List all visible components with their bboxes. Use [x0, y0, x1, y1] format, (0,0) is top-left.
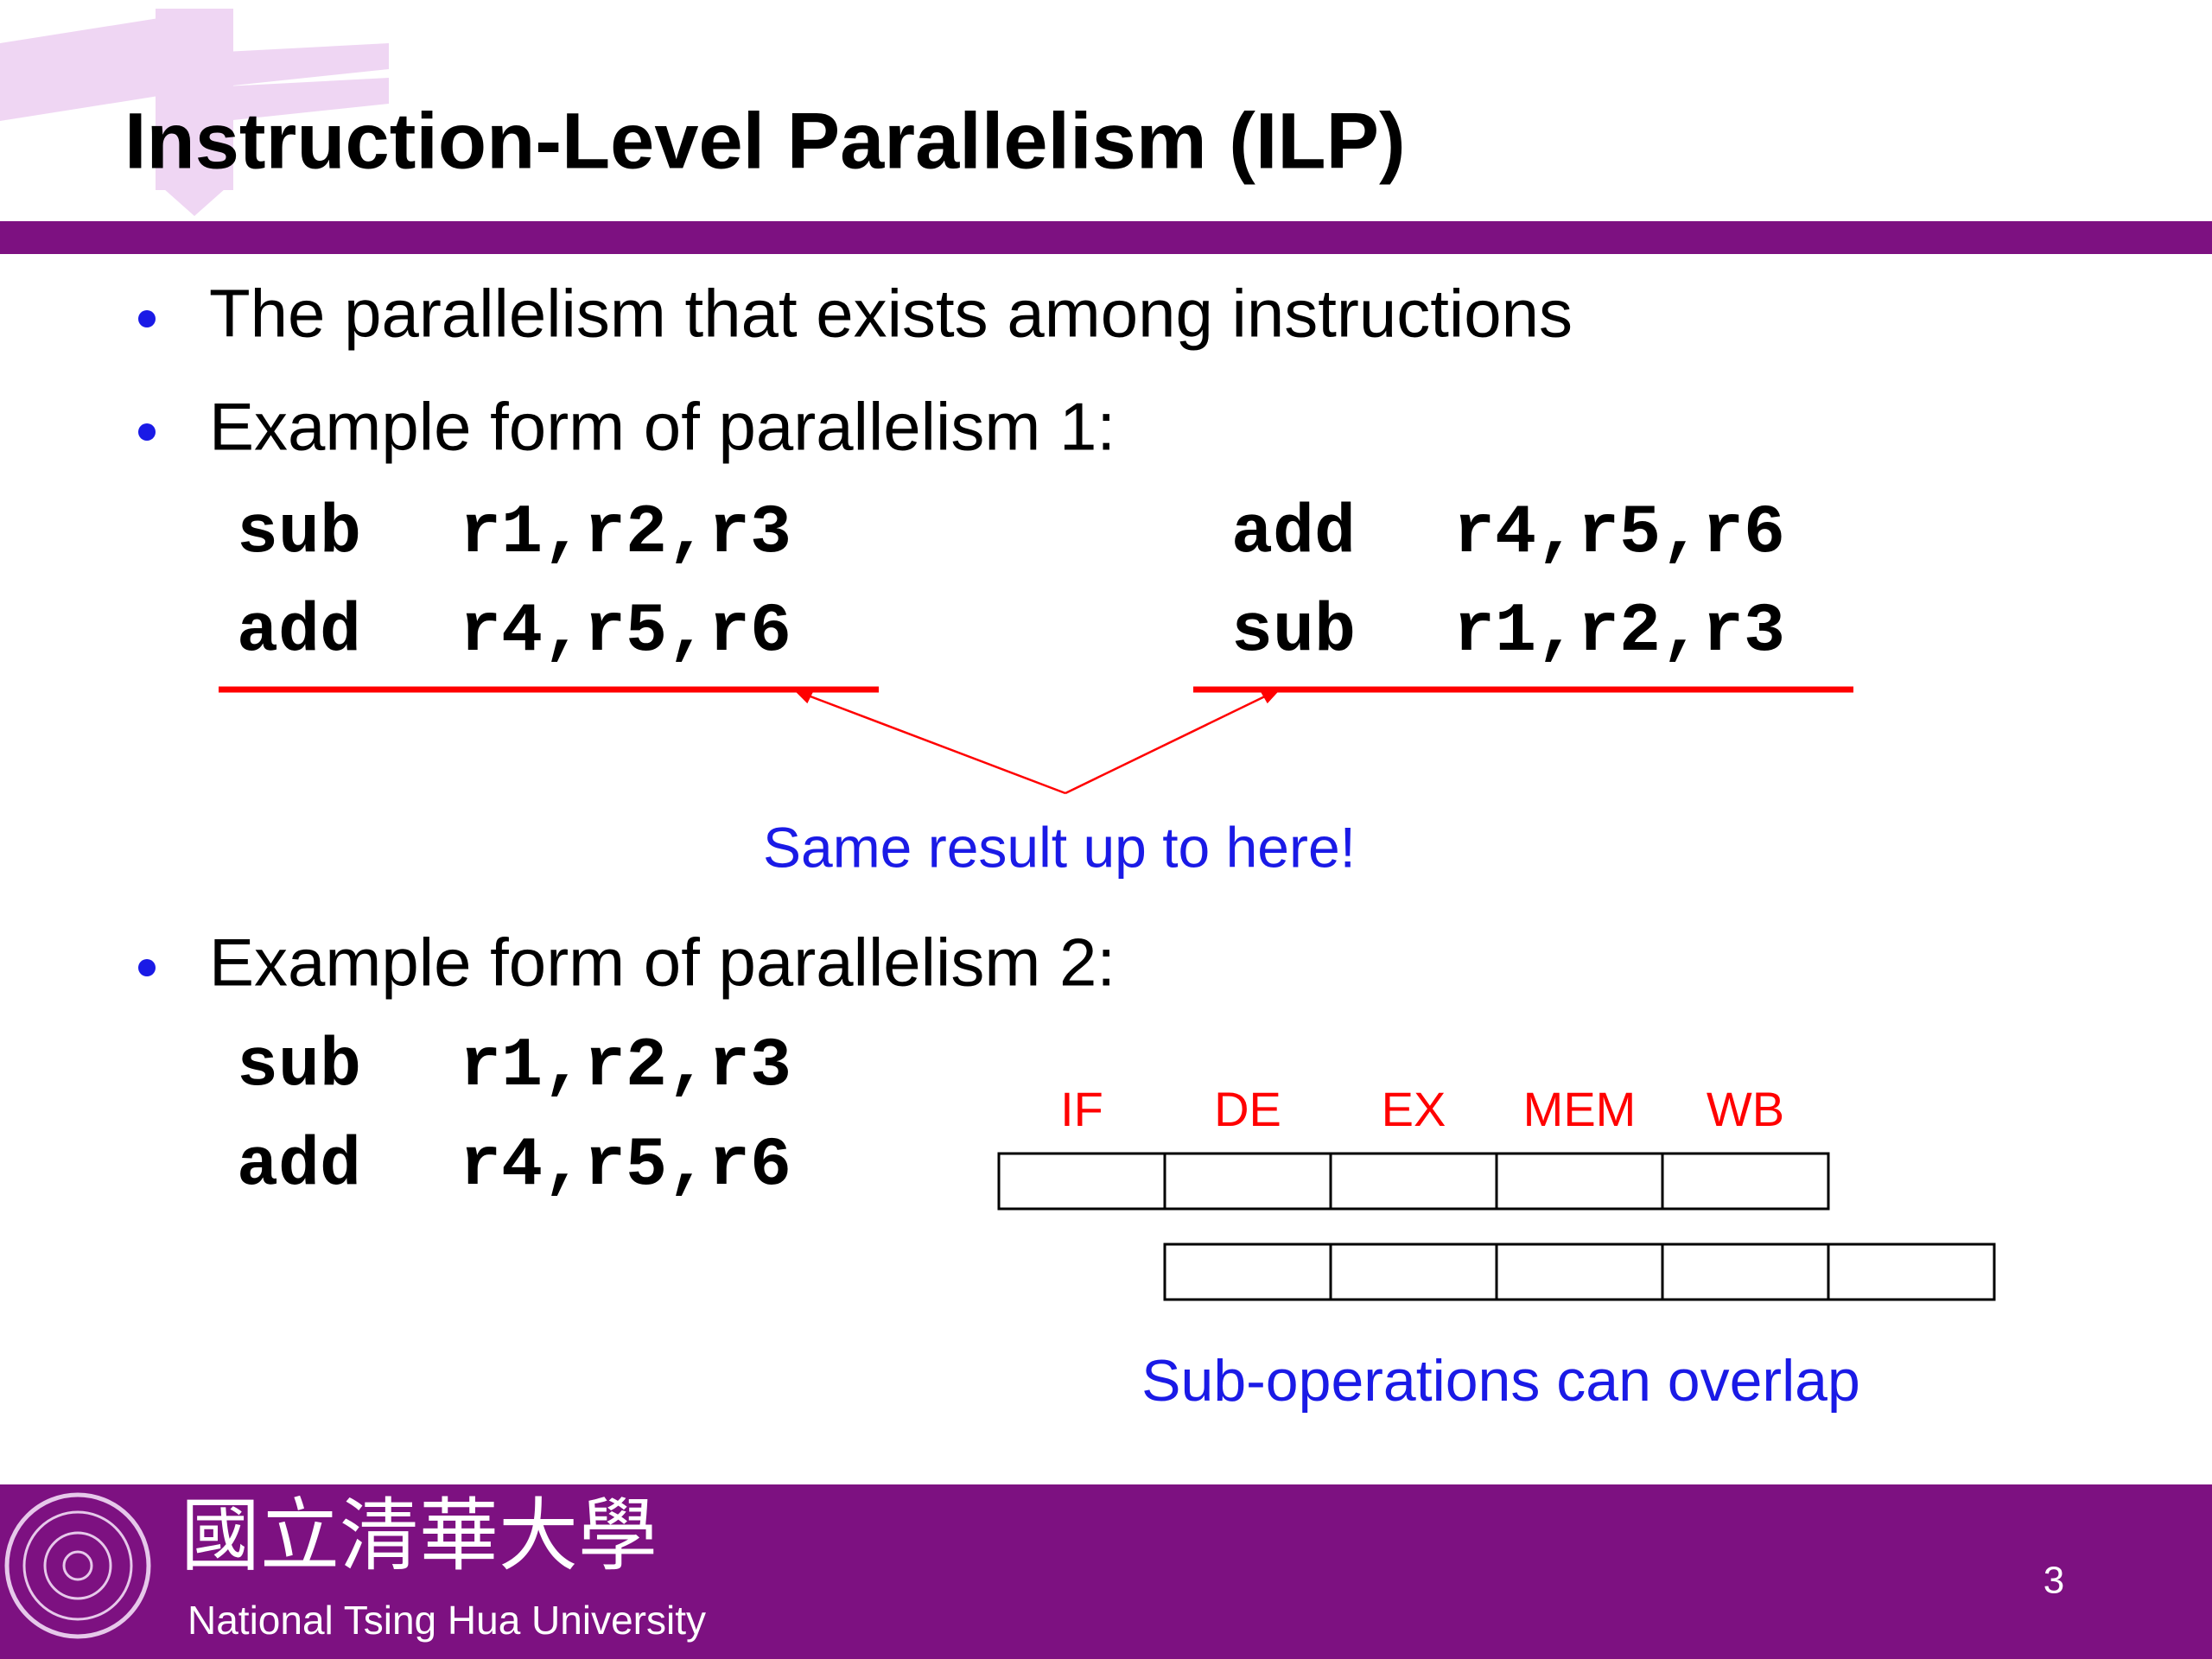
university-seal: [4, 1492, 151, 1639]
stage-box: [1661, 1152, 1830, 1211]
bullet-dot: [138, 959, 156, 976]
stage-label: WB: [1707, 1082, 1784, 1136]
title-bar: [0, 221, 2212, 254]
annotation: Sub-operations can overlap: [1141, 1348, 1860, 1414]
operands: r4,r5,r6: [460, 593, 791, 671]
operands: r1,r2,r3: [1453, 593, 1785, 671]
stage-label: DE: [1214, 1082, 1281, 1136]
opcode: sub: [1231, 593, 1356, 671]
footer-bar: [0, 1484, 2212, 1659]
opcode: sub: [237, 1027, 361, 1106]
page-number: 3: [2044, 1560, 2064, 1602]
stage-box: [1495, 1152, 1664, 1211]
opcode: add: [237, 593, 361, 671]
stage-box: [1329, 1243, 1498, 1301]
pipeline: IF DE EX MEM WB: [997, 1082, 1996, 1301]
stage-label: IF: [1060, 1082, 1103, 1136]
stage-label: MEM: [1523, 1082, 1637, 1136]
watermark: [0, 9, 389, 216]
operands: r4,r5,r6: [460, 1127, 791, 1205]
stage-box: [1329, 1152, 1498, 1211]
bullet-dot: [138, 423, 156, 441]
slide-title: Instruction-Level Parallelism (ILP): [124, 97, 1406, 185]
bullet-text: The parallelism that exists among instru…: [209, 276, 1573, 352]
operands: r4,r5,r6: [1453, 494, 1785, 573]
stage-label: EX: [1382, 1082, 1446, 1136]
annotation: Same result up to here!: [763, 815, 1356, 879]
opcode: add: [1231, 494, 1356, 573]
bullet-text: Example form of parallelism 2:: [209, 925, 1116, 1001]
stage-box: [1163, 1243, 1332, 1301]
arrows: [793, 690, 1280, 795]
university-name: National Tsing Hua University: [188, 1598, 706, 1643]
operands: r1,r2,r3: [460, 494, 791, 573]
stage-box: [1827, 1243, 1996, 1301]
stage-box: [1163, 1152, 1332, 1211]
stage-box: [997, 1152, 1166, 1211]
university-chinese: 國立清華大學: [181, 1490, 658, 1582]
stage-box: [1661, 1243, 1830, 1301]
bullet-text: Example form of parallelism 1:: [209, 389, 1116, 465]
opcode: add: [237, 1127, 361, 1205]
bullet-dot: [138, 310, 156, 327]
stage-box: [1495, 1243, 1664, 1301]
opcode: sub: [237, 494, 361, 573]
operands: r1,r2,r3: [460, 1027, 791, 1106]
